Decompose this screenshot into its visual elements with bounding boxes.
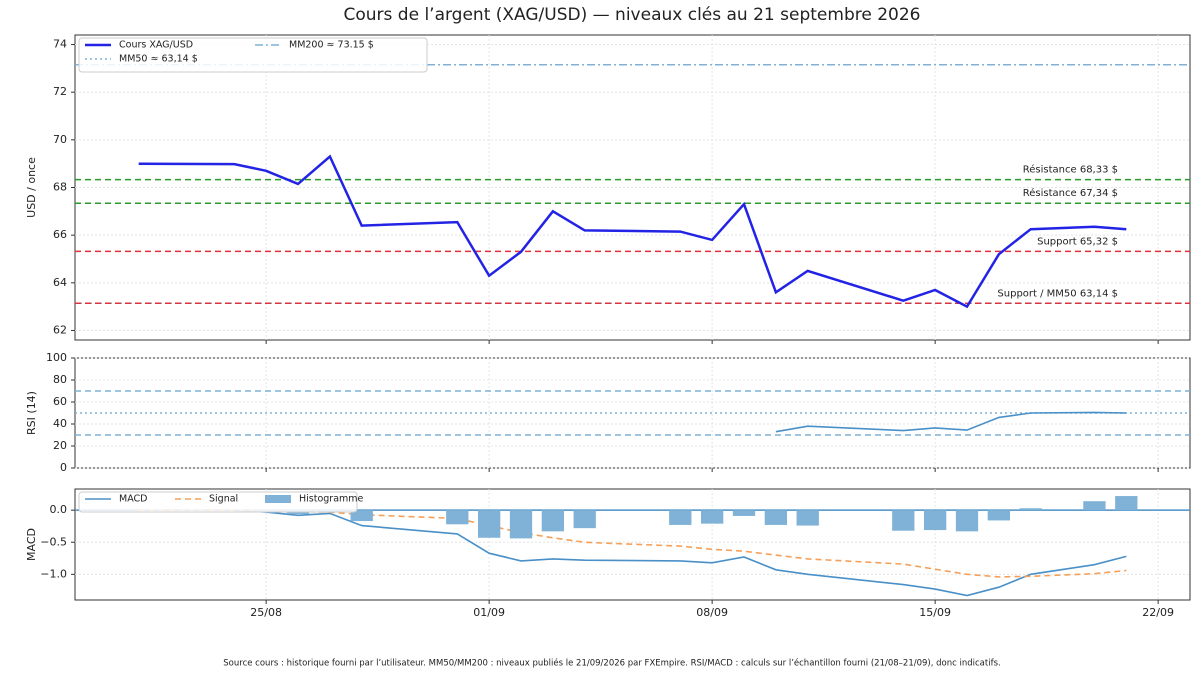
histogram-bar — [509, 510, 533, 539]
x-tick-label: 25/08 — [250, 606, 282, 619]
histogram-bar — [700, 510, 724, 524]
series-line — [138, 509, 1127, 597]
histogram-bar — [955, 510, 979, 532]
y-tick-label: 80 — [53, 373, 67, 386]
histogram-bar — [477, 510, 501, 538]
legend-label: MACD — [119, 494, 147, 505]
y-tick-label: 40 — [53, 417, 67, 430]
histogram-bar — [1083, 501, 1106, 511]
y-tick-label: 0.0 — [50, 503, 68, 516]
legend-label: MM50 ≈ 63,14 $ — [119, 54, 198, 65]
y-tick-label: 64 — [53, 276, 67, 289]
y-axis-label: USD / once — [25, 157, 38, 218]
y-tick-label: −0.5 — [40, 535, 67, 548]
legend-box — [78, 37, 428, 73]
y-tick-label: 72 — [53, 85, 67, 98]
level-label: Résistance 67,34 $ — [1023, 187, 1118, 199]
legend-label: Signal — [209, 494, 238, 505]
histogram-bar — [796, 510, 819, 526]
histogram-bar — [350, 510, 373, 522]
y-axis-label: RSI (14) — [25, 391, 38, 435]
level-label: Support 65,32 $ — [1037, 236, 1118, 247]
footnote: Source cours : historique fourni par l’u… — [223, 658, 1000, 669]
y-tick-label: 20 — [53, 439, 67, 452]
y-tick-label: 62 — [53, 323, 67, 336]
legend-label: Histogramme — [299, 494, 364, 505]
x-tick-label: 22/09 — [1142, 606, 1174, 619]
histogram-bar — [669, 510, 692, 525]
histogram-bar — [446, 510, 469, 525]
y-tick-label: −1.0 — [40, 567, 67, 580]
y-tick-label: 0 — [60, 461, 67, 474]
histogram-bar — [892, 510, 915, 531]
level-label: Support / MM50 63,14 $ — [997, 288, 1118, 299]
chart-title: Cours de l’argent (XAG/USD) — niveaux cl… — [344, 5, 921, 25]
histogram-bar — [1019, 508, 1042, 511]
x-tick-label: 01/09 — [473, 606, 505, 619]
histogram-bar — [764, 510, 788, 525]
y-axis-label: MACD — [25, 528, 38, 561]
histogram-bar — [923, 510, 947, 531]
series-line — [138, 154, 1127, 309]
histogram-bar — [732, 510, 756, 516]
y-tick-label: 66 — [53, 228, 67, 241]
y-tick-label: 70 — [53, 133, 67, 146]
histogram-bar — [1115, 496, 1138, 511]
histogram-bar — [541, 510, 565, 532]
y-tick-label: 68 — [53, 181, 67, 194]
y-tick-label: 74 — [53, 38, 67, 51]
legend-label: MM200 ≈ 73.15 $ — [289, 40, 374, 51]
plot-frame — [74, 357, 1191, 469]
series-line — [775, 411, 1127, 433]
x-tick-label: 08/09 — [696, 606, 728, 619]
histogram-bar — [987, 510, 1011, 521]
y-tick-label: 60 — [53, 395, 67, 408]
level-label: Résistance 68,33 $ — [1023, 164, 1118, 176]
legend-swatch — [265, 495, 291, 503]
series-line — [138, 509, 1127, 578]
legend-label: Cours XAG/USD — [119, 40, 193, 51]
histogram-bar — [573, 510, 596, 529]
x-tick-label: 15/09 — [919, 606, 951, 619]
y-tick-label: 100 — [46, 351, 67, 364]
plot-frame — [74, 488, 1191, 601]
